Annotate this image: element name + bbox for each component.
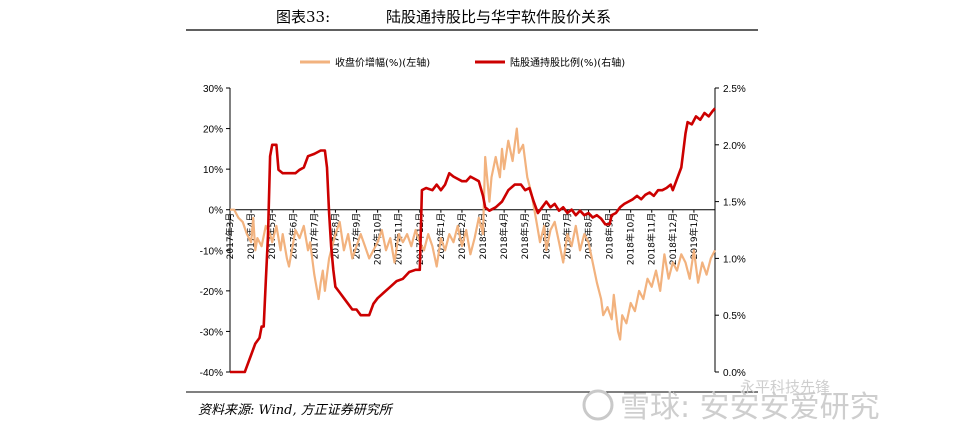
left-tick-label: -40% [200,368,223,379]
x-tick-label: 2018年11月 [646,213,658,265]
chart-title-text: 陆股通持股比与华宇软件股价关系 [386,8,611,26]
left-tick-label: -20% [200,287,223,298]
x-tick-label: 2018年5月 [519,213,531,260]
x-tick-label: 2017年7月 [308,213,320,260]
right-tick-label: 1.5% [723,198,746,209]
x-tick-label: 2017年9月 [351,213,363,260]
x-tick-label: 2017年3月 [224,213,236,260]
watermark-brand: 雪球: 安安安爱研究 [620,390,880,425]
right-tick-label: 2.0% [723,141,746,152]
x-tick-label: 2018年10月 [625,213,637,265]
left-tick-label: -10% [200,246,223,257]
left-tick-label: -30% [200,327,223,338]
right-tick-label: 1.0% [723,254,746,265]
left-tick-label: 0% [209,206,224,217]
x-tick-label: 2019年1月 [688,213,700,260]
series-line-price-change [230,127,716,341]
chart-series [230,107,716,374]
chart-title: 图表33: 陆股通持股比与华宇软件股价关系 [276,8,611,26]
series-line-stock-connect-holding [230,107,716,374]
right-tick-label: 0.0% [723,368,746,379]
chart-title-label: 图表33: [276,8,330,26]
watermark-secondary: 永平科技先锋 [740,378,830,396]
x-tick-label: 2018年12月 [667,213,679,265]
x-tick-label: 2018年8月 [582,213,594,260]
x-tick-label: 2018年1月 [435,213,447,260]
watermark: 永平科技先锋 雪球: 安安安爱研究 [582,378,880,425]
right-tick-label: 0.5% [723,311,746,322]
legend-label-holding: 陆股通持股比例(%)(右轴) [510,56,625,69]
left-tick-label: 30% [203,84,223,95]
left-tick-label: 10% [203,165,223,176]
legend: 收盘价增幅(%)(左轴) 陆股通持股比例(%)(右轴) [300,56,625,69]
source-note: 资料来源: Wind, 方正证券研究所 [198,402,394,418]
x-tick-label: 2018年2月 [456,213,468,260]
watermark-logo-icon [582,389,614,421]
x-tick-label: 2018年4月 [498,213,510,260]
right-tick-label: 2.5% [723,84,746,95]
left-tick-label: 20% [203,125,223,136]
legend-label-price: 收盘价增幅(%)(左轴) [335,56,430,69]
chart-axes: -40% -30% -20% -10% 0% 10% 20% 30% 0.0% 0.5% 1.0% 1… [200,84,746,379]
x-tick-label: 2018年6月 [540,213,552,260]
